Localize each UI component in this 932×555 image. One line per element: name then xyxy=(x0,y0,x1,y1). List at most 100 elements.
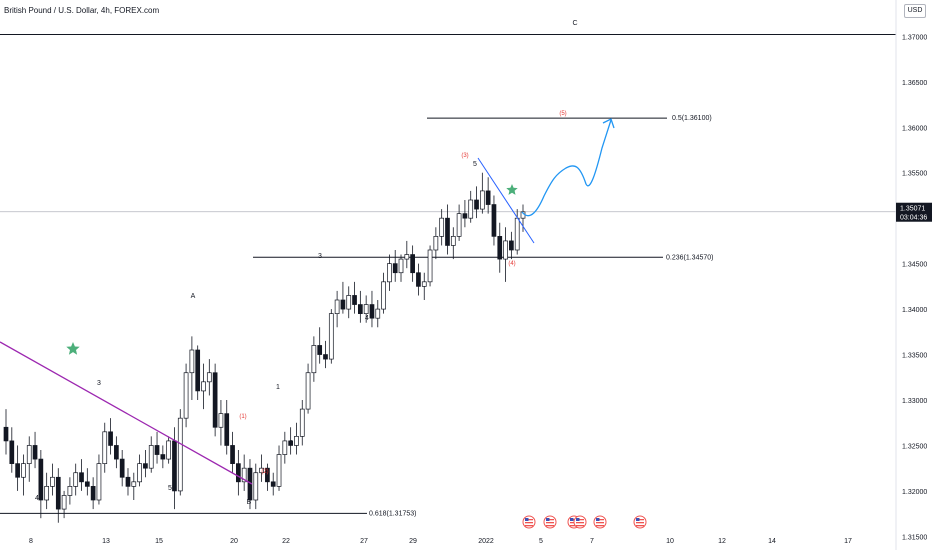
candle-body xyxy=(509,240,514,251)
event-icon-stripe xyxy=(570,525,578,527)
candle xyxy=(44,472,50,510)
candle xyxy=(259,454,264,482)
candle xyxy=(311,336,317,382)
wave-label: 5 xyxy=(473,161,477,168)
candle xyxy=(32,431,38,469)
event-flag-icon xyxy=(593,515,607,529)
purple-trendline xyxy=(0,341,253,485)
event-flag-icon xyxy=(573,515,587,529)
candle xyxy=(96,454,102,505)
candle-body xyxy=(212,372,218,428)
candle-body xyxy=(398,258,404,274)
x-tick-label: 29 xyxy=(409,538,417,545)
candle xyxy=(474,186,479,219)
candle xyxy=(392,250,398,282)
candle-body xyxy=(323,354,328,360)
x-tick-label: 22 xyxy=(282,538,290,545)
candle xyxy=(160,445,166,469)
candle-body xyxy=(177,417,183,492)
y-tick-label: 1.34000 xyxy=(902,307,927,314)
candle xyxy=(334,290,340,328)
candle xyxy=(317,327,323,364)
candle xyxy=(224,400,230,455)
candle-body xyxy=(9,440,15,464)
overlay-layer: C A B 1 2 3 4 5 3 4 5 (1) (2) (3) (4) (5) xyxy=(0,20,615,506)
event-icon-canton xyxy=(636,518,640,521)
candle-body xyxy=(462,213,468,219)
x-tick-label: 13 xyxy=(102,538,110,545)
candle xyxy=(143,450,148,478)
candle-body xyxy=(32,445,38,460)
event-icon-stripe xyxy=(636,519,644,521)
currency-button[interactable]: USD xyxy=(904,4,926,18)
candle xyxy=(230,431,235,473)
candle xyxy=(73,463,79,496)
candle-body xyxy=(131,481,137,487)
candle-body xyxy=(119,458,125,478)
candle xyxy=(236,450,241,496)
x-tick-label: 15 xyxy=(155,538,163,545)
candle-body xyxy=(445,217,450,246)
candle-body xyxy=(456,213,462,237)
candle xyxy=(299,400,305,446)
candle-body xyxy=(125,476,131,487)
candle xyxy=(387,254,392,291)
candle xyxy=(485,177,491,214)
candle-body xyxy=(166,440,172,460)
candle xyxy=(253,463,259,510)
event-icon-stripe xyxy=(525,525,533,527)
y-tick-label: 1.31500 xyxy=(902,534,927,541)
candle-body xyxy=(143,463,148,469)
y-tick-label: 1.32000 xyxy=(902,489,927,496)
candle-body xyxy=(276,454,282,487)
event-icon-stripe xyxy=(596,522,604,524)
candle-body xyxy=(195,349,201,392)
candle xyxy=(241,454,247,491)
star-marker xyxy=(506,184,518,195)
plot-layer: 0.5(1.36100) 0.236(1.34570) 0.618(1.31753) xyxy=(0,34,896,517)
x-tick-label: 20 xyxy=(230,538,238,545)
candle-body xyxy=(96,463,102,501)
wave-label: C xyxy=(572,20,577,27)
candle-body xyxy=(416,272,421,287)
y-tick-label: 1.32500 xyxy=(902,443,927,450)
candle xyxy=(79,459,84,491)
candle xyxy=(119,450,125,487)
candle xyxy=(183,363,189,428)
candle-body xyxy=(21,463,26,478)
candle xyxy=(381,272,386,314)
candle xyxy=(3,409,9,455)
candle xyxy=(363,295,369,323)
candle-body xyxy=(328,313,334,360)
candle-body xyxy=(160,454,166,460)
candle xyxy=(9,427,15,473)
candle xyxy=(114,436,119,469)
axis-layer: 1.31500 1.32000 1.32500 1.33000 1.33500 1.340… xyxy=(29,0,932,550)
fib-level-label: 0.5(1.36100) xyxy=(672,115,712,122)
y-tick-label: 1.33500 xyxy=(902,353,927,360)
candle-body xyxy=(259,467,264,474)
candle xyxy=(346,286,352,319)
candle xyxy=(276,445,282,491)
x-tick-label: 7 xyxy=(590,538,594,545)
candle-body xyxy=(148,445,154,469)
y-tick-label: 1.35500 xyxy=(902,171,927,178)
x-tick-label: 14 xyxy=(768,538,776,545)
candle-body xyxy=(15,463,20,478)
candle-body xyxy=(154,445,160,455)
candle-body xyxy=(90,486,96,501)
candle-body xyxy=(468,199,474,219)
candle-body xyxy=(282,440,288,455)
wave-label: 3 xyxy=(97,380,101,387)
candle xyxy=(206,359,212,396)
candle xyxy=(61,490,67,519)
event-icon-stripe xyxy=(546,525,554,527)
candle xyxy=(137,454,142,487)
candle xyxy=(55,468,61,523)
elliott-wave-label: (5) xyxy=(559,111,566,117)
candle-body xyxy=(224,413,230,446)
candle xyxy=(282,431,288,464)
candle-body xyxy=(172,440,177,492)
